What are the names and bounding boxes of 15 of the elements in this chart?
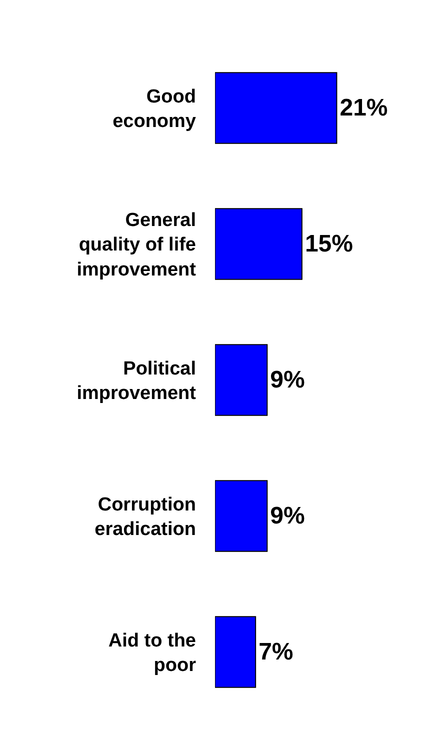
bar (215, 480, 268, 552)
data-label: 15% (304, 230, 353, 258)
y-tick-label: Aid to the poor (108, 630, 197, 676)
y-tick-label: Political improvement (76, 358, 197, 404)
bar (215, 344, 268, 416)
y-tick-label: Good economy (112, 86, 196, 132)
data-label: 21% (340, 94, 388, 122)
bar (215, 208, 302, 280)
y-tick-label: Corruption eradication (94, 494, 196, 540)
y-tick-label: General quality of life improvement (76, 210, 197, 280)
bar (215, 616, 256, 688)
bar (215, 72, 338, 144)
data-label: 9% (270, 366, 305, 394)
data-label: 7% (258, 638, 294, 666)
data-label: 9% (270, 502, 305, 530)
